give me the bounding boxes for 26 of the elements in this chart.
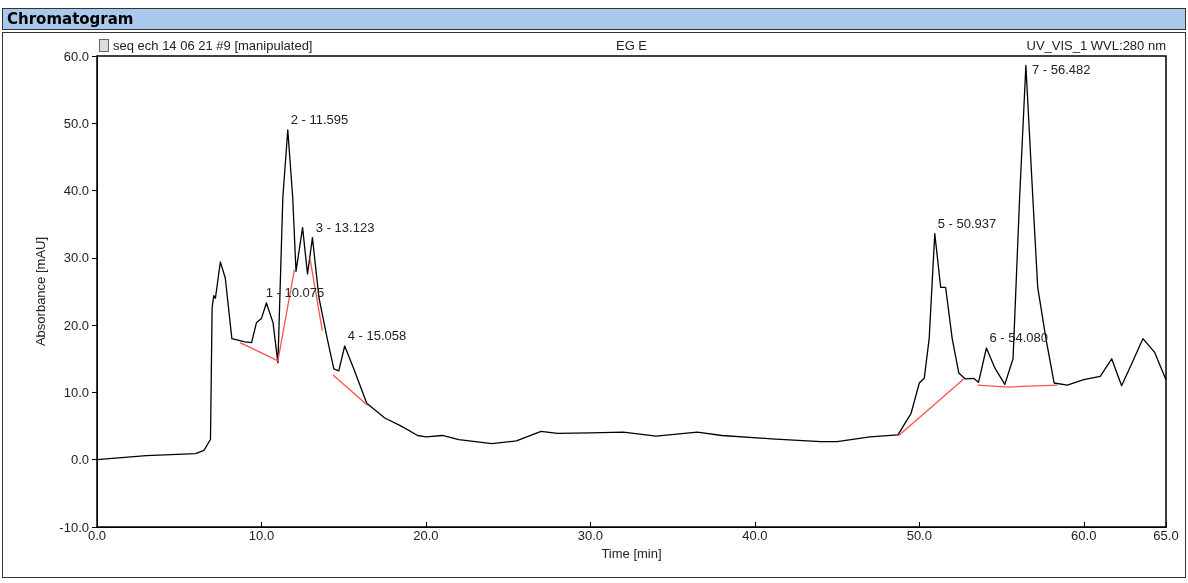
- x-tick-label: 20.0: [413, 528, 439, 543]
- y-tick-label: 10.0: [63, 384, 89, 400]
- y-tick-label: 30.0: [63, 250, 89, 266]
- x-tick-label: 10.0: [248, 528, 275, 543]
- x-tick-label: 50.0: [906, 528, 932, 543]
- annotation: 2 - 11.595: [290, 112, 349, 128]
- x-tick-label: 65.0: [1153, 528, 1179, 543]
- chart-subtitle: seq ech 14 06 21 #9 [manipulated]: [113, 38, 313, 53]
- y-tick-label: 0.0: [70, 452, 89, 468]
- text: UV_VIS_1 WVL:280 nm: [1026, 38, 1166, 53]
- x-tick-label: 30.0: [577, 528, 604, 543]
- y-tick-label: 20.0: [63, 317, 89, 333]
- x-tick-label: 60.0: [1071, 528, 1097, 543]
- chart-title: Chromatogram: [2, 8, 1186, 30]
- y-tick-label: 60.0: [63, 48, 89, 64]
- x-axis-title: Time [min]: [601, 545, 662, 561]
- text: EG E: [615, 38, 648, 53]
- y-tick-label: 50.0: [63, 115, 89, 131]
- x-tick-label: 40.0: [742, 528, 768, 543]
- y-tick-label: 40.0: [63, 183, 89, 199]
- annotation: 5 - 50.937: [937, 215, 997, 231]
- y-tick-label: -10.0: [59, 519, 89, 535]
- annotation: 3 - 13.123: [315, 219, 375, 235]
- annotation: 7 - 56.482: [1031, 61, 1091, 77]
- annotation: 4 - 15.058: [347, 328, 407, 343]
- y-axis-title: Absorbance [mAU]: [33, 236, 48, 347]
